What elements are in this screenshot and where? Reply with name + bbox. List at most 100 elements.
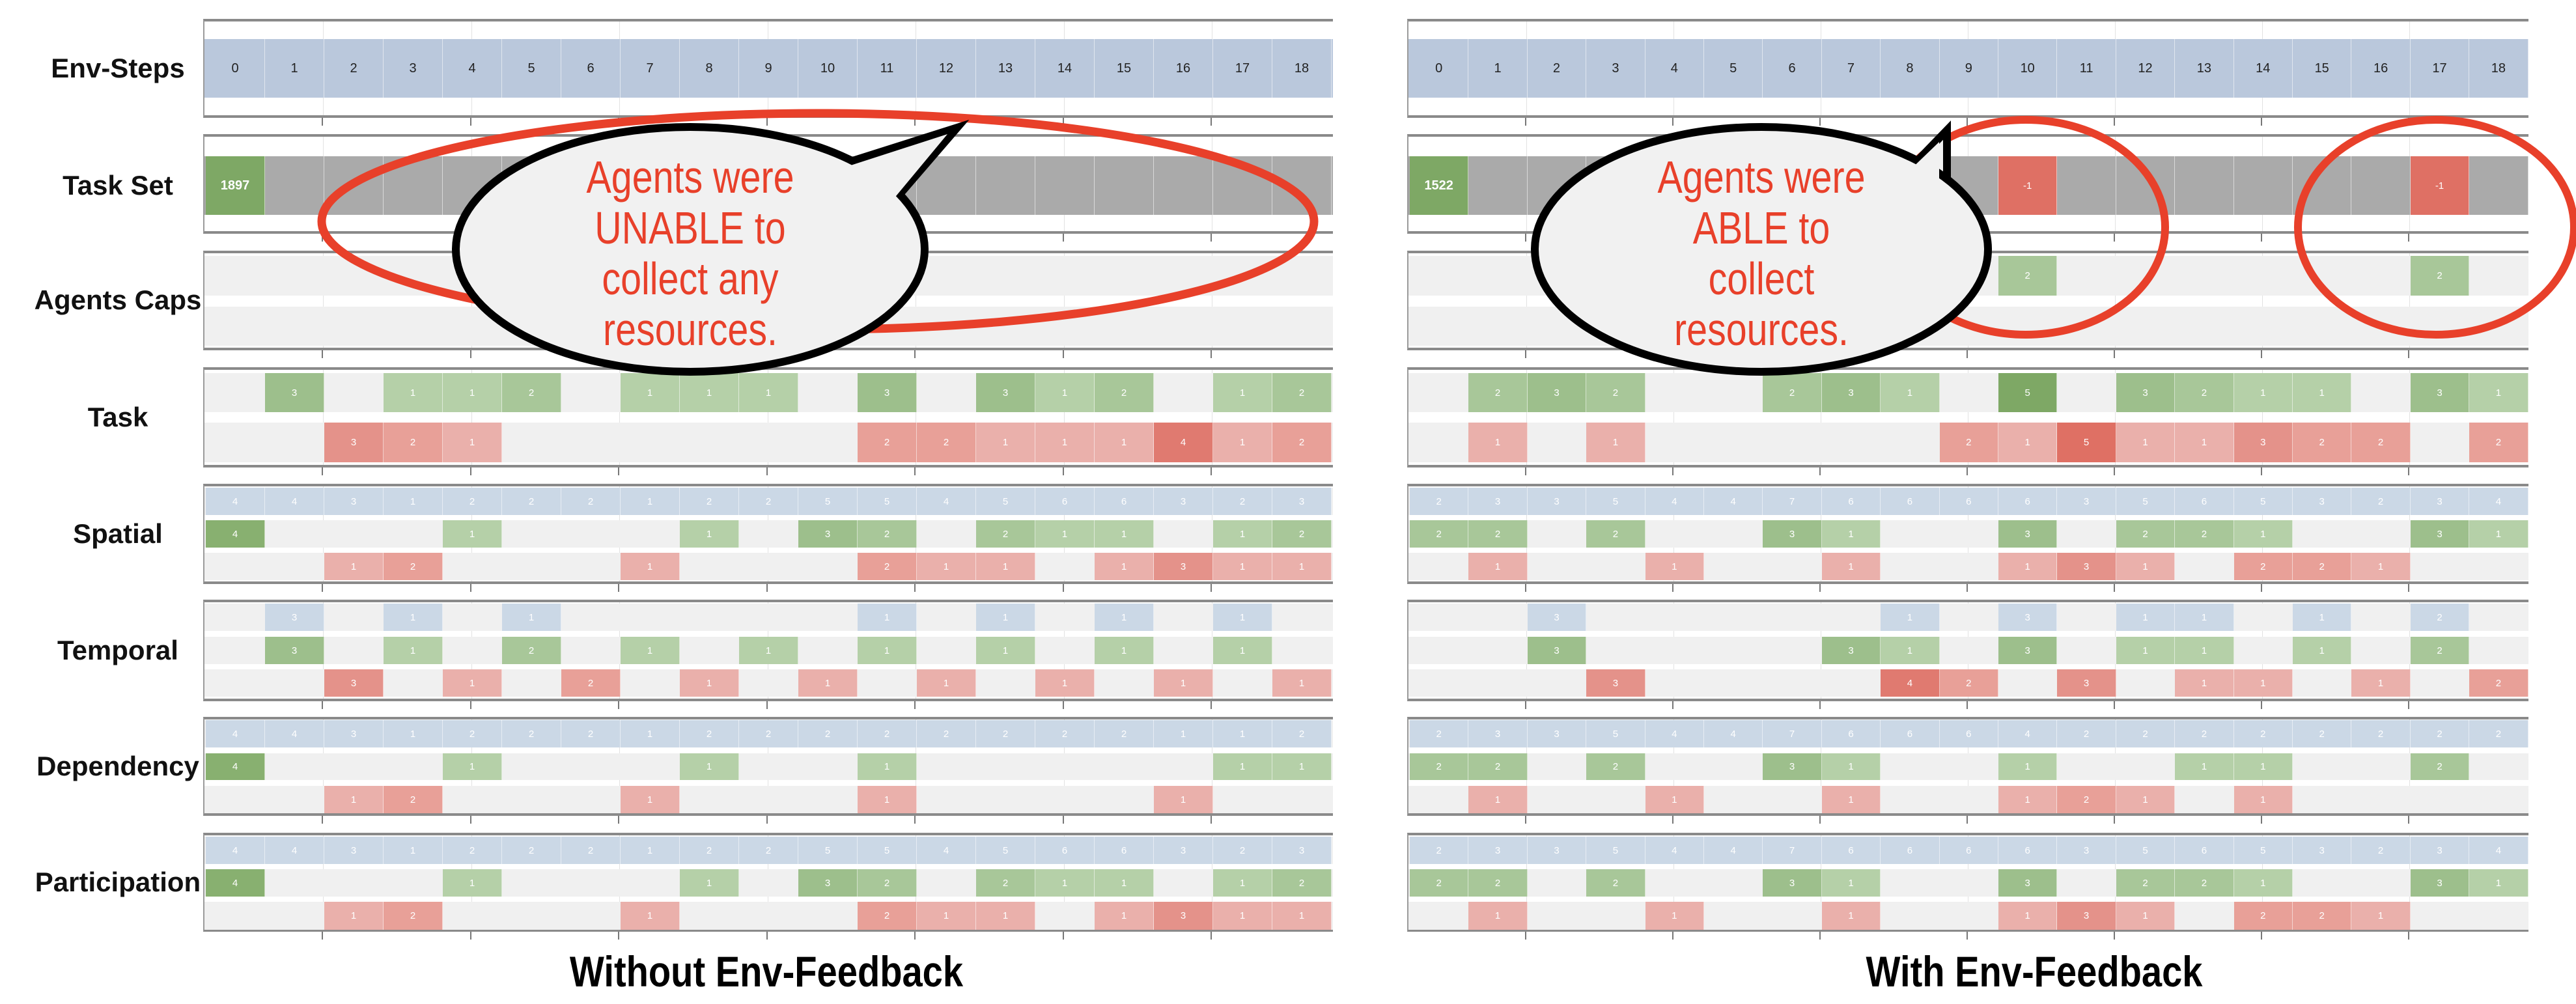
env-step-2: 2 [324,39,384,98]
cell-1: 3 [1468,837,1528,864]
axis-tick [469,816,471,824]
cell-12: 4 [917,488,976,515]
axis-tick [2260,584,2262,592]
cell-6: 3 [1763,520,1822,548]
cell-7: 1 [621,720,680,747]
env-step-10: 10 [798,39,858,98]
cell-11: 5 [858,488,917,515]
cell-3: 1 [384,837,443,864]
axis-tick [618,118,619,126]
env-step-11: 11 [858,39,917,98]
cell-12: 1 [917,669,976,697]
env-step-5: 5 [502,39,561,98]
label-temporal: Temporal [57,635,178,665]
axis-tick [1966,701,1968,709]
cell-2: 3 [1527,637,1587,664]
cell-1: 2 [1468,869,1528,897]
cell-7 [621,156,680,215]
cell-13: 6 [2175,837,2234,864]
env-step-4: 4 [1645,39,1704,98]
cell-15: 1 [1095,423,1154,462]
cell-7: 1 [1821,902,1881,930]
cell-2 [1527,156,1587,215]
env-steps-row-main: 0 1 2 3 4 5 6 7 8 9 10 11 12 13 14 15 16 17 18 [1408,39,2528,98]
cell-4: 1 [443,423,502,462]
cell-17: 1 [1213,753,1272,780]
cell-7: 1 [1821,553,1881,580]
axis-tick [2260,118,2262,126]
cell-6: 7 [1763,488,1822,515]
cell-2: 3 [324,837,384,864]
axis-tick [1062,584,1064,592]
gridline [323,370,324,465]
cell-8: 1 [680,869,739,897]
cell-17: 1 [1213,720,1272,747]
cell-2: 3 [1527,720,1587,747]
cell-4: 1 [1645,786,1704,813]
cell-9: 6 [1939,488,1998,515]
cell-2: 1 [324,786,384,813]
axis-tick [1966,584,1968,592]
cell-10: 5 [798,837,858,864]
cell-4: 1 [1645,553,1704,580]
cell-16: 1 [1154,669,1213,697]
cell-13: 1 [976,423,1035,462]
cell-16 [2351,156,2411,215]
env-step-1: 1 [1468,39,1528,98]
cell-12: 1 [2116,786,2176,813]
cell-14 [1035,156,1095,215]
cell-11: 2 [858,553,917,580]
env-step-18: 18 [1272,39,1332,98]
cell-7: 1 [621,373,680,412]
cell-17: 2 [2410,720,2470,747]
cell-1: 2 [1468,373,1528,412]
axis-tick [2407,118,2409,126]
axis-tick [2407,350,2409,358]
cell-13: 1 [2175,637,2234,664]
cell-15: 6 [1095,837,1154,864]
cell-8: 2 [680,837,739,864]
cell-0: 4 [206,753,265,780]
cell-13: 1 [976,637,1035,664]
cell-5: 2 [502,720,561,747]
axis-tick [1211,701,1212,709]
axis-tick [618,816,619,824]
axis-tick [2113,467,2115,475]
cell-12: 3 [2116,373,2176,412]
gridline [2114,370,2116,465]
cell-13: 2 [976,869,1035,897]
cell-12: 1 [917,553,976,580]
axis-tick [766,467,768,475]
cell-15: 2 [2293,720,2352,747]
cell-11: 3 [858,373,917,412]
axis-tick [618,350,619,358]
axis-tick [1524,467,1526,475]
cell-16: 2 [2351,720,2411,747]
env-step-13: 13 [976,39,1035,98]
axis-tick [1211,467,1212,475]
cell-18: 1 [2469,520,2528,548]
cell-10: 2 [1998,256,2058,296]
axis-tick [1672,234,1673,242]
cell-18: 2 [1272,720,1332,747]
axis-tick [322,234,323,242]
cell-17: 3 [2410,488,2470,515]
gridline [2261,253,2263,348]
group-task-set: 1897 [203,134,1333,234]
cell-5 [1704,156,1763,215]
env-step-15: 15 [1095,39,1154,98]
cell-14: 1 [1035,423,1095,462]
cell-15: 1 [1095,637,1154,664]
cell-9: 2 [739,837,798,864]
cell-18 [1272,156,1332,215]
cell-18: 1 [1272,753,1332,780]
cell-15: 1 [2293,373,2352,412]
task-set-row-main: 1522 -1 -1 [1408,156,2528,215]
axis-tick [1062,932,1064,940]
